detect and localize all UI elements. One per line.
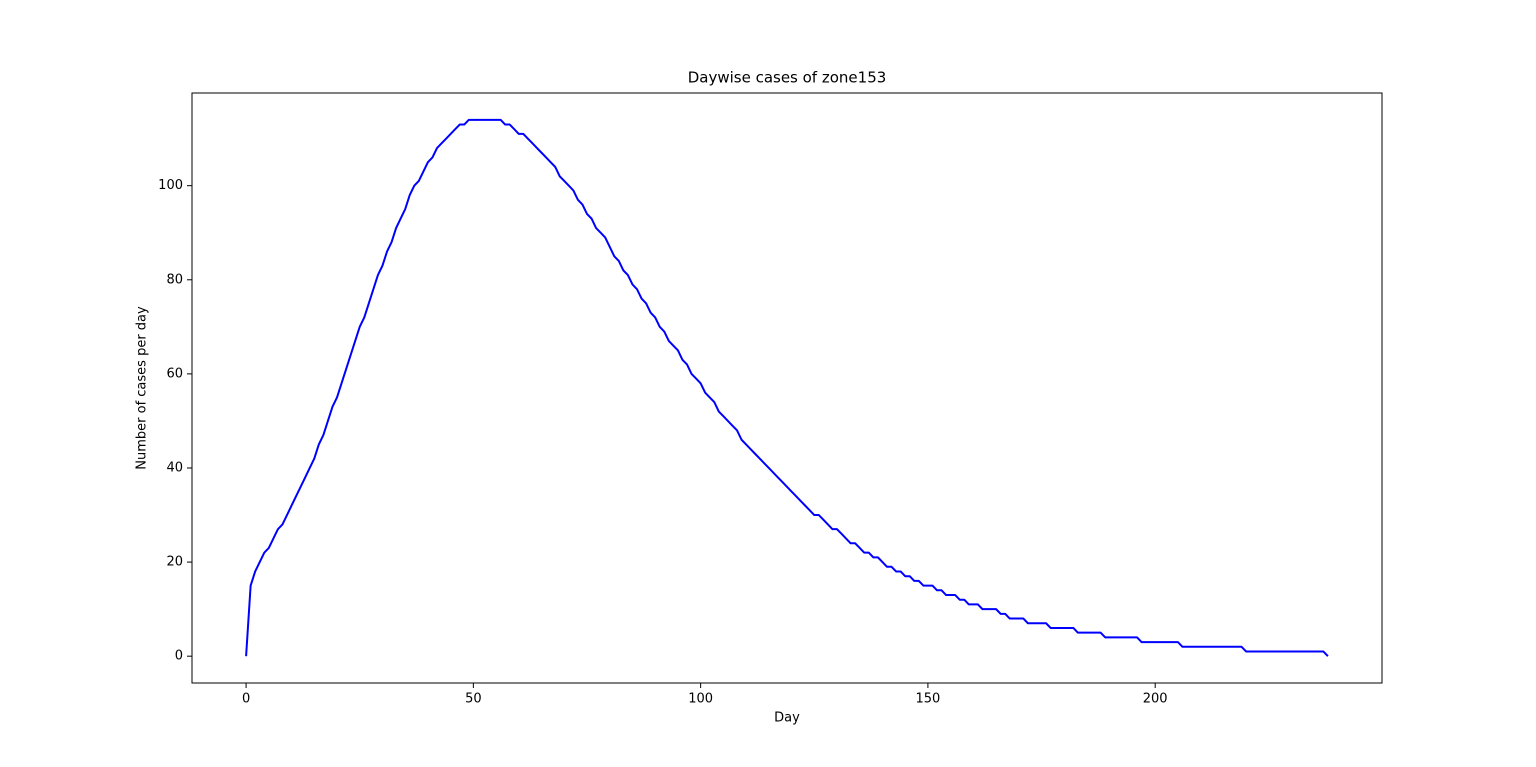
- y-tick-label: 60: [166, 366, 183, 381]
- x-tick-label: 200: [1143, 692, 1168, 707]
- y-tick-label: 40: [166, 460, 183, 475]
- y-tick-label: 80: [166, 272, 183, 287]
- plot-frame: [191, 92, 1383, 684]
- x-tick-label: 100: [688, 692, 713, 707]
- y-tick-label: 0: [175, 649, 183, 664]
- y-axis-label: Number of cases per day: [135, 306, 150, 470]
- x-tick-label: 150: [915, 692, 940, 707]
- data-line: [245, 118, 1329, 657]
- y-tick-label: 100: [158, 178, 183, 193]
- x-tick-label: 50: [465, 692, 482, 707]
- x-axis-label: Day: [774, 711, 800, 726]
- x-tick-label: 0: [242, 692, 250, 707]
- chart-title: Daywise cases of zone153: [688, 69, 887, 87]
- y-tick-label: 20: [166, 555, 183, 570]
